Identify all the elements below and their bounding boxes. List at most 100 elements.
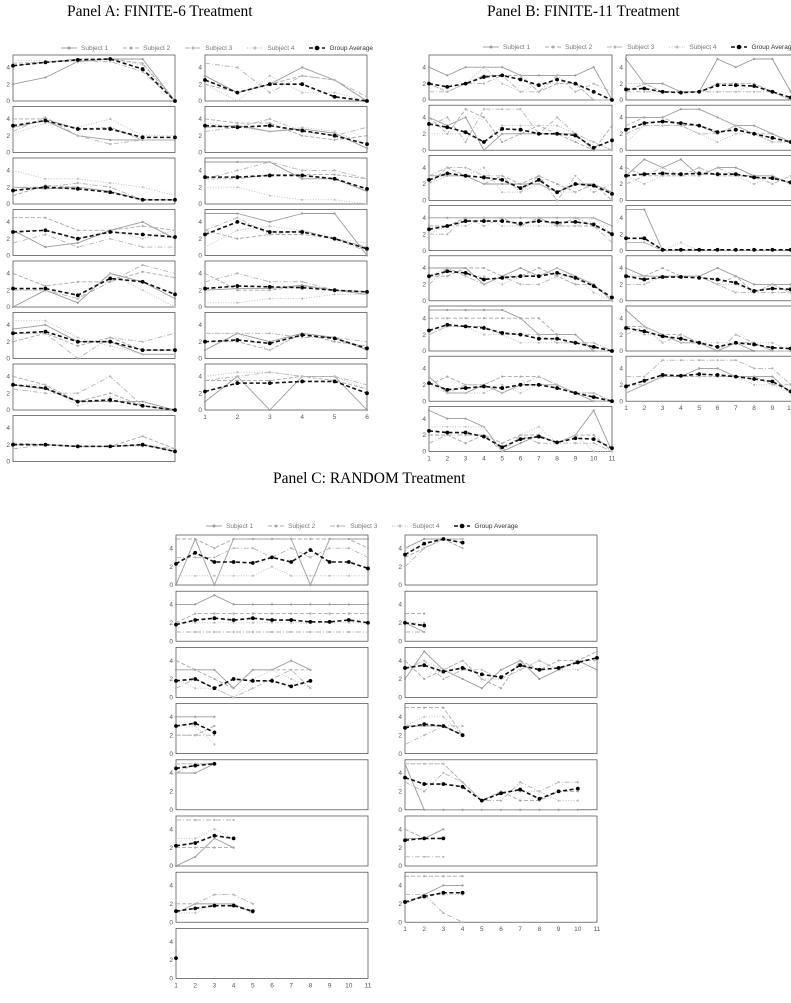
data-point [232, 893, 235, 896]
subplot-2-6: 0 2 4 [398, 815, 598, 870]
data-point [43, 442, 48, 447]
data-point [108, 127, 113, 131]
x-tick-label: 1 [203, 414, 207, 421]
data-point [463, 324, 468, 329]
data-point [174, 678, 178, 683]
data-point [770, 286, 775, 291]
data-point [482, 283, 485, 286]
data-point [574, 174, 577, 177]
data-point [446, 233, 449, 236]
data-point [328, 537, 331, 541]
data-point [236, 379, 239, 382]
y-tick-label: 4 [422, 265, 426, 272]
data-point [43, 185, 48, 190]
data-point [11, 230, 15, 234]
data-point [75, 293, 80, 298]
data-point [643, 375, 646, 378]
data-point [403, 620, 407, 625]
y-tick-label: 2 [619, 81, 623, 88]
y-tick-label: 0 [619, 147, 623, 154]
data-point [537, 317, 540, 320]
data-point [422, 836, 427, 841]
data-point [771, 341, 774, 344]
data-point [309, 537, 312, 541]
y-tick-label: 0 [6, 304, 10, 311]
data-point [574, 90, 577, 93]
legend-entry: Group Average [730, 44, 791, 51]
data-point [624, 140, 628, 144]
data-point [289, 560, 294, 564]
data-point [519, 375, 522, 378]
data-point [11, 63, 15, 68]
data-point [194, 818, 197, 822]
data-point [108, 190, 113, 195]
subplot-2-7: 0 2 4 1 2 3 4 5 6 [198, 363, 369, 421]
y-tick-label: 4 [6, 219, 10, 226]
data-point [213, 612, 216, 615]
subject-2-line [429, 267, 613, 302]
data-point [300, 285, 305, 290]
subplot-frame [428, 205, 613, 251]
data-point [482, 216, 485, 219]
data-point [464, 108, 467, 111]
data-point [753, 90, 756, 93]
data-point [174, 537, 178, 541]
subplot-frame [175, 928, 369, 979]
data-point [76, 392, 79, 395]
subplot-1-8: 0 2 4 1 2 3 4 5 6 7 8 9 10 11 [169, 928, 372, 989]
data-point [536, 131, 541, 136]
data-point [771, 182, 774, 186]
data-point [643, 283, 646, 286]
data-point [573, 81, 578, 86]
y-tick-label: 2 [198, 81, 202, 88]
data-point [446, 116, 449, 119]
legend-swatch [731, 44, 748, 50]
data-point [236, 237, 239, 240]
subplot-1-7: 0 2 4 [422, 355, 614, 405]
subplot-2-5: 0 2 4 [398, 759, 598, 814]
data-point [592, 391, 595, 395]
data-point [556, 124, 559, 127]
data-point [499, 808, 503, 811]
subject-1-line [205, 161, 368, 192]
data-point [76, 177, 79, 180]
data-point [573, 182, 578, 186]
data-point [624, 87, 628, 92]
subplot-1-6: 0 2 4 [169, 815, 369, 870]
data-point [538, 790, 541, 793]
data-point [365, 202, 369, 206]
data-point [464, 425, 467, 428]
data-point [76, 336, 79, 339]
data-point [716, 116, 719, 119]
data-point [519, 132, 522, 135]
data-point [461, 875, 464, 878]
data-point [482, 333, 485, 336]
data-point [268, 130, 271, 133]
legend-entry: Group Average [453, 523, 518, 530]
data-point [518, 186, 523, 191]
data-point [365, 250, 369, 253]
data-point [446, 317, 449, 320]
data-point [464, 383, 467, 386]
x-tick-label: 11 [594, 926, 601, 933]
data-point [347, 603, 350, 606]
data-point [610, 90, 614, 93]
data-point [365, 134, 369, 137]
data-point [482, 277, 486, 282]
data-point [213, 621, 216, 624]
data-point [173, 272, 177, 275]
y-tick-label: 4 [398, 658, 402, 665]
subject-2-line [175, 660, 311, 689]
x-tick-label: 7 [734, 405, 738, 412]
data-point [771, 174, 774, 177]
data-point [213, 583, 216, 587]
subplot-1-4: 0 2 4 [169, 703, 369, 758]
data-point [753, 383, 756, 386]
data-point [499, 687, 503, 690]
data-point [753, 182, 756, 186]
group-average-line [204, 79, 368, 102]
subplot-frame [12, 157, 176, 205]
y-tick-label: 0 [169, 638, 173, 645]
data-point [11, 216, 15, 219]
subplot-2-1: 0 2 4 [398, 534, 598, 589]
